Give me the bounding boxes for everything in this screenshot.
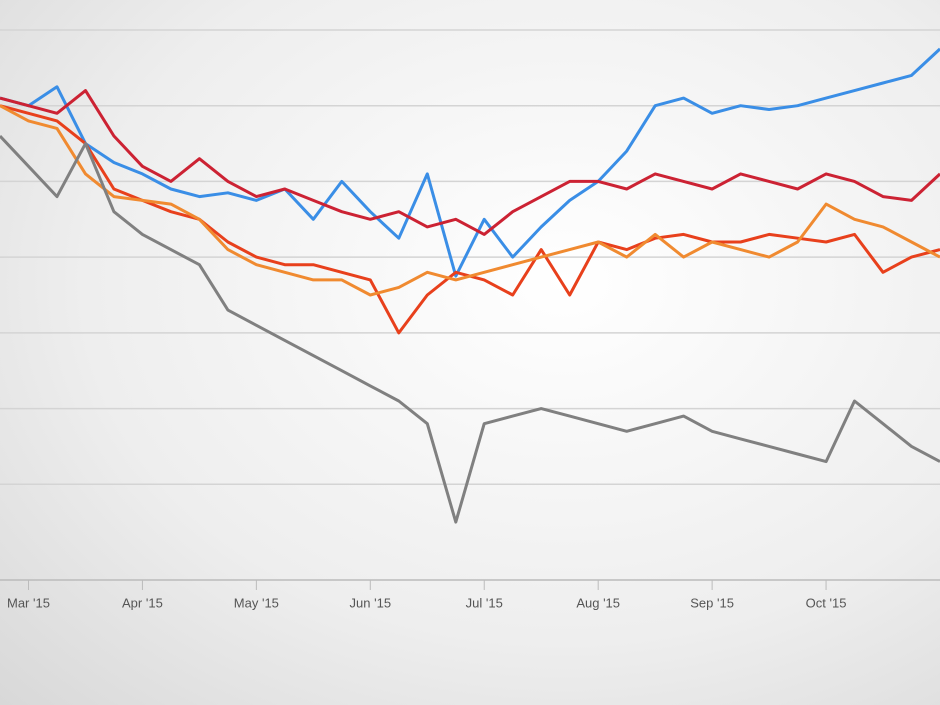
series-line (0, 47, 940, 278)
x-tick-label: Apr '15 (122, 595, 163, 610)
x-tick-label: Aug '15 (576, 595, 620, 610)
x-tick-label: Jul '15 (466, 595, 503, 610)
series-line (0, 89, 940, 236)
x-tick-label: Oct '15 (806, 595, 847, 610)
x-tick-label: Jun '15 (350, 595, 392, 610)
series-line (0, 134, 940, 524)
x-tick-label: May '15 (234, 595, 279, 610)
series-line (0, 104, 940, 297)
series-line (0, 104, 940, 335)
x-tick-label: Sep '15 (690, 595, 734, 610)
x-tick-label: Mar '15 (7, 595, 50, 610)
